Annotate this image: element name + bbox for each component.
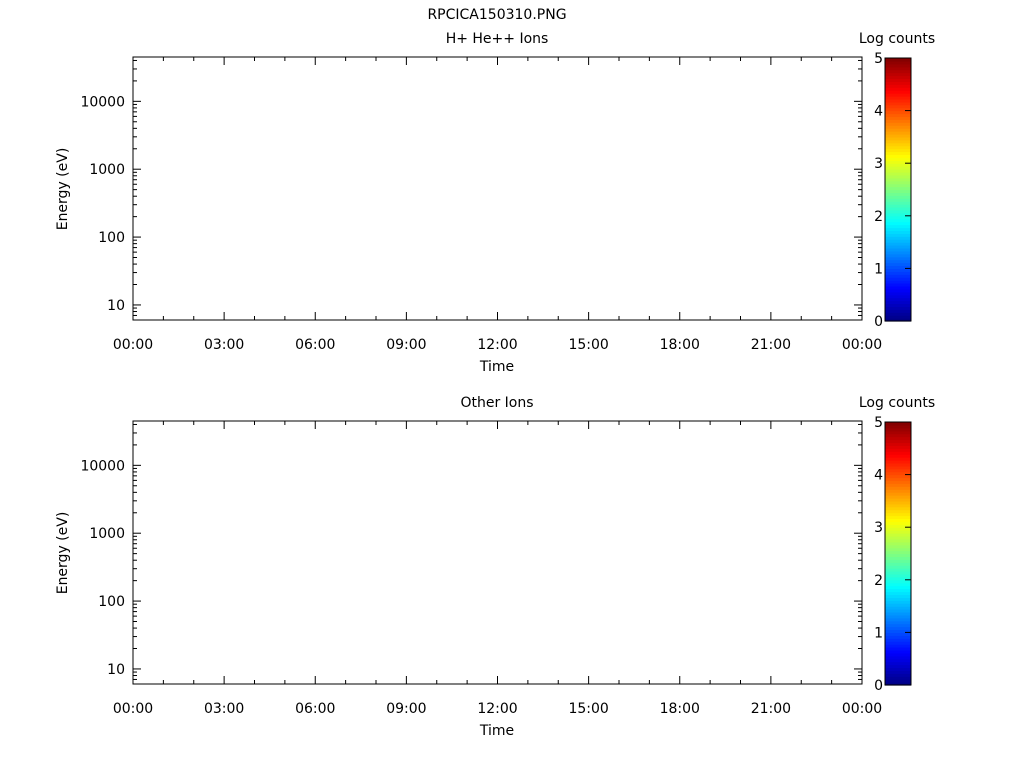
panel-h-he-ions: H+ He++ Ions 00:00 03:00 06:00 09:00 12:00 15…	[55, 31, 935, 375]
panel1-title: H+ He++ Ions	[446, 31, 549, 47]
figure-filename: RPCICA150310.PNG	[427, 7, 566, 23]
